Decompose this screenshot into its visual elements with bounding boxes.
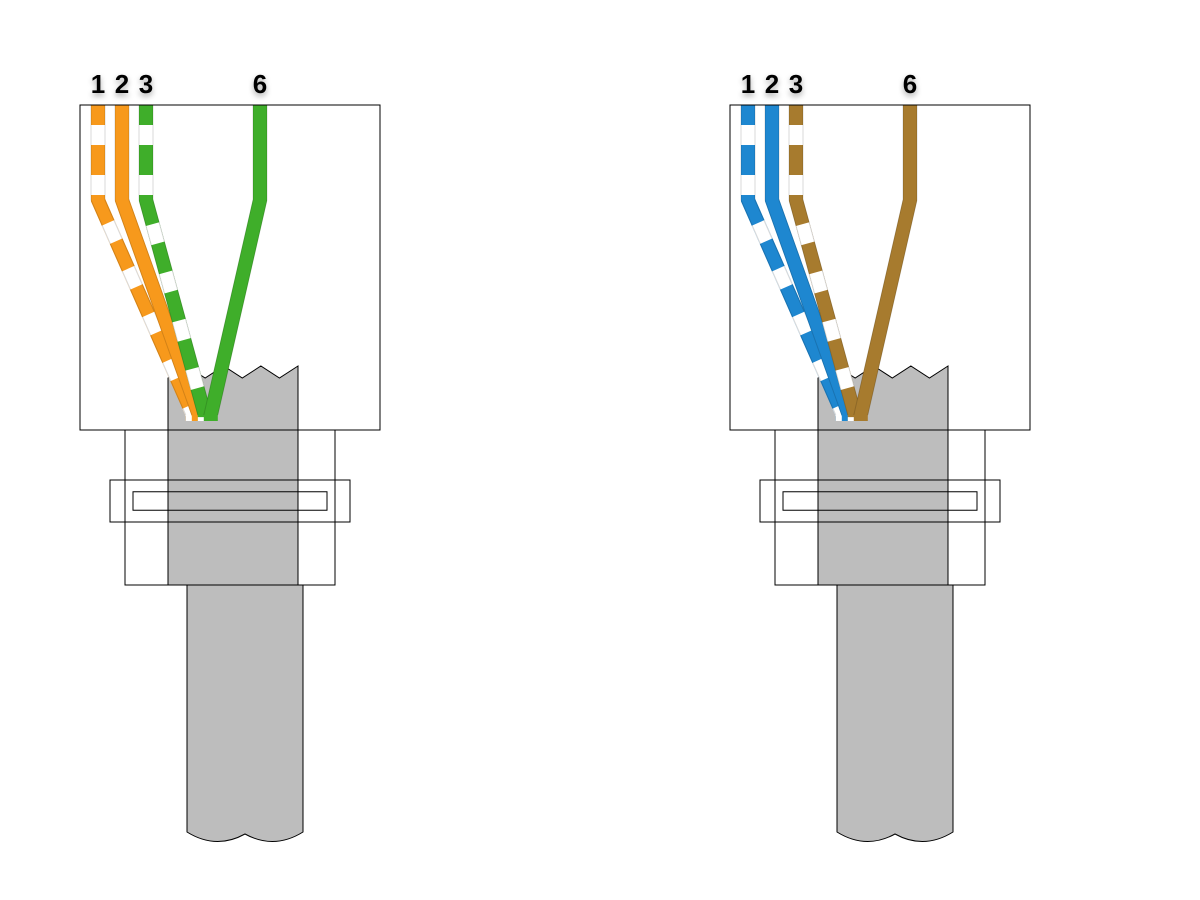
connector-left: 123 6 — [80, 69, 380, 842]
pin-label-3: 3 — [789, 69, 803, 99]
pin-label-3: 3 — [139, 69, 153, 99]
pin-label-1: 1 — [91, 69, 105, 99]
connector-right: 123 6 — [730, 69, 1030, 842]
cable-jacket — [818, 366, 953, 842]
pin-label-6: 6 — [253, 69, 267, 99]
pin-label-1: 1 — [741, 69, 755, 99]
pin-label-2: 2 — [765, 69, 779, 99]
cable-jacket — [168, 366, 303, 842]
pin-label-6: 6 — [903, 69, 917, 99]
pin-label-2: 2 — [115, 69, 129, 99]
